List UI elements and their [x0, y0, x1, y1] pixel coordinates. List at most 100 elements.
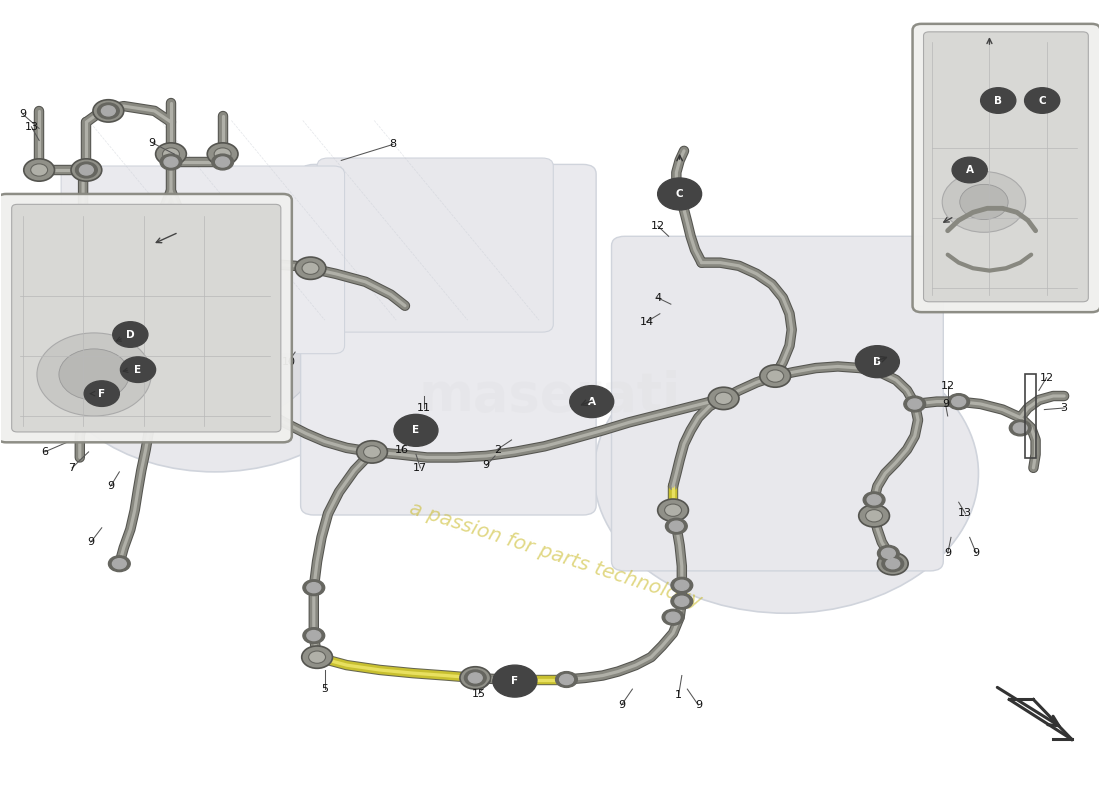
Text: 9: 9 — [19, 109, 26, 119]
Circle shape — [301, 646, 332, 668]
Circle shape — [111, 362, 128, 374]
Circle shape — [394, 414, 438, 446]
Text: 13: 13 — [958, 509, 972, 518]
Circle shape — [302, 262, 319, 274]
Circle shape — [886, 558, 900, 569]
Circle shape — [943, 171, 1025, 232]
Circle shape — [867, 494, 881, 505]
Circle shape — [164, 373, 178, 382]
Circle shape — [59, 349, 129, 400]
Text: E: E — [412, 426, 419, 435]
Text: B: B — [873, 357, 881, 366]
Circle shape — [164, 157, 178, 167]
Circle shape — [708, 387, 739, 410]
Circle shape — [161, 370, 182, 386]
FancyBboxPatch shape — [924, 32, 1088, 302]
Circle shape — [214, 148, 231, 160]
Circle shape — [98, 103, 119, 119]
Text: B: B — [994, 95, 1002, 106]
FancyBboxPatch shape — [317, 158, 553, 332]
Text: 12: 12 — [84, 293, 98, 302]
Text: 12: 12 — [1040, 373, 1054, 382]
Text: 10: 10 — [145, 245, 160, 255]
Text: 16: 16 — [395, 445, 409, 454]
Circle shape — [667, 612, 680, 622]
Circle shape — [464, 670, 486, 686]
Text: 5: 5 — [321, 684, 328, 694]
Circle shape — [1013, 423, 1027, 433]
Text: 9: 9 — [972, 548, 980, 558]
Circle shape — [356, 441, 387, 463]
Text: A: A — [966, 165, 974, 175]
Circle shape — [856, 346, 900, 378]
Text: A: A — [587, 397, 596, 406]
Text: 9: 9 — [618, 700, 625, 710]
Circle shape — [670, 521, 683, 531]
Circle shape — [715, 392, 732, 405]
Circle shape — [302, 628, 324, 643]
Text: 9: 9 — [942, 399, 949, 409]
Circle shape — [309, 651, 326, 663]
Circle shape — [760, 365, 791, 387]
Text: 9: 9 — [148, 138, 156, 148]
Circle shape — [72, 159, 102, 181]
Text: 4: 4 — [654, 293, 661, 302]
Text: 8: 8 — [389, 139, 396, 150]
Circle shape — [307, 630, 321, 641]
Circle shape — [76, 162, 97, 178]
Circle shape — [881, 548, 895, 558]
FancyBboxPatch shape — [612, 236, 944, 571]
Circle shape — [155, 366, 186, 389]
Text: 9: 9 — [944, 548, 952, 558]
Text: a passion for parts technology: a passion for parts technology — [407, 499, 704, 612]
Circle shape — [664, 504, 682, 516]
Circle shape — [163, 371, 179, 384]
Circle shape — [207, 143, 238, 166]
Circle shape — [712, 419, 861, 528]
Text: 7: 7 — [68, 463, 76, 473]
Text: 9: 9 — [107, 482, 114, 491]
Circle shape — [908, 399, 922, 409]
Circle shape — [79, 165, 94, 175]
Circle shape — [960, 184, 1008, 219]
Circle shape — [1024, 88, 1059, 114]
Circle shape — [882, 556, 903, 572]
Circle shape — [519, 674, 532, 685]
Circle shape — [1010, 420, 1031, 436]
Circle shape — [112, 363, 126, 373]
Text: 17: 17 — [414, 463, 428, 473]
Text: 12: 12 — [940, 381, 955, 390]
Text: 10: 10 — [282, 357, 296, 366]
Circle shape — [155, 143, 186, 166]
Circle shape — [864, 492, 886, 508]
Circle shape — [660, 382, 913, 566]
Text: F: F — [98, 389, 106, 398]
Circle shape — [560, 674, 573, 685]
FancyBboxPatch shape — [62, 166, 344, 354]
Circle shape — [671, 578, 693, 593]
Text: 3: 3 — [1060, 403, 1068, 413]
Circle shape — [675, 580, 689, 590]
Text: 12: 12 — [95, 373, 109, 382]
Text: C: C — [675, 189, 683, 199]
Circle shape — [671, 594, 693, 609]
Circle shape — [24, 159, 55, 181]
Circle shape — [878, 553, 909, 575]
Circle shape — [85, 381, 119, 406]
Circle shape — [662, 610, 684, 625]
Circle shape — [163, 148, 179, 160]
Circle shape — [981, 88, 1015, 114]
Circle shape — [767, 370, 783, 382]
Circle shape — [302, 580, 324, 595]
Circle shape — [45, 224, 385, 472]
Circle shape — [953, 158, 987, 182]
Circle shape — [216, 157, 230, 167]
FancyBboxPatch shape — [300, 165, 596, 515]
Circle shape — [594, 334, 979, 614]
Circle shape — [101, 106, 116, 116]
Text: C: C — [1038, 95, 1046, 106]
FancyBboxPatch shape — [0, 194, 292, 442]
Circle shape — [200, 250, 244, 282]
Circle shape — [556, 672, 578, 687]
Text: 9: 9 — [87, 537, 95, 547]
